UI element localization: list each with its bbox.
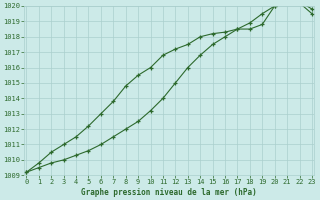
X-axis label: Graphe pression niveau de la mer (hPa): Graphe pression niveau de la mer (hPa) bbox=[81, 188, 257, 197]
